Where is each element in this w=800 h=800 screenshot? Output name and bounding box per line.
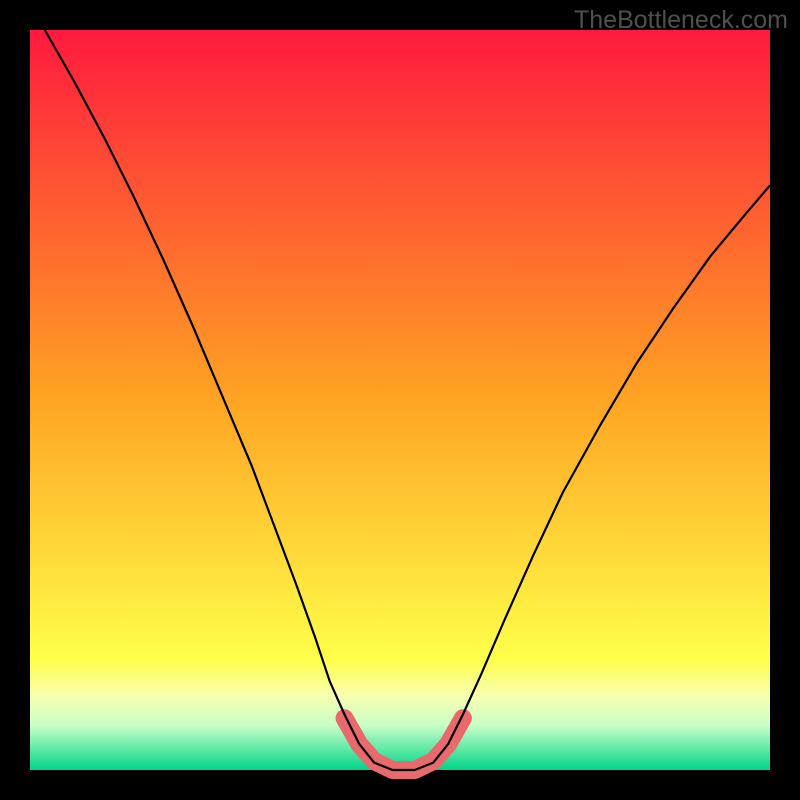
- plot-area: [30, 30, 770, 770]
- trough-highlight: [345, 718, 463, 770]
- bottleneck-curve: [45, 30, 770, 770]
- watermark-text: TheBottleneck.com: [574, 6, 788, 35]
- chart-container: TheBottleneck.com: [0, 0, 800, 800]
- curve-layer: [30, 30, 770, 770]
